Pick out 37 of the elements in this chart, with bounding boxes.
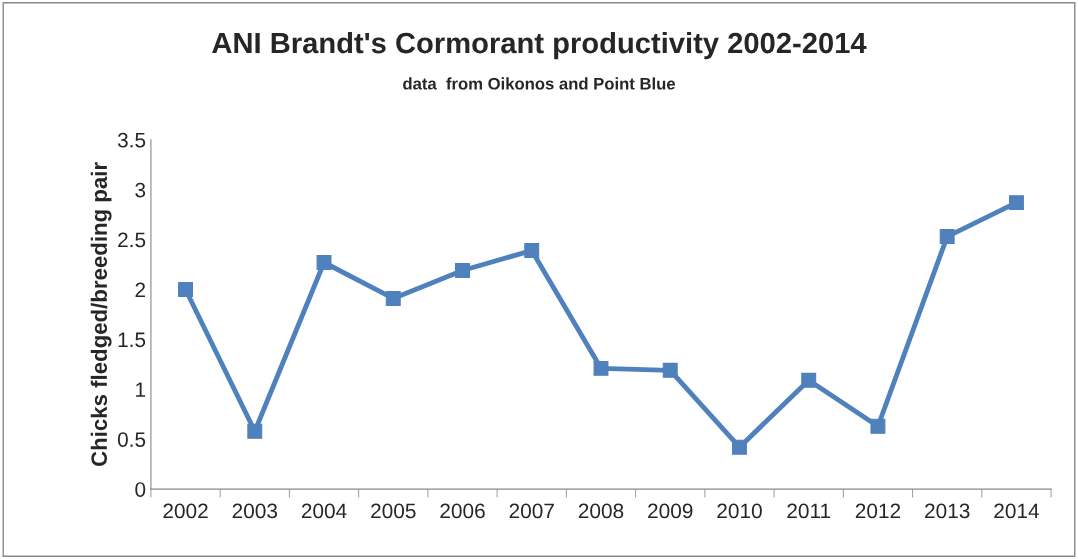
x-tick-label: 2004 (301, 503, 347, 519)
y-tick-label: 0 (135, 482, 146, 497)
x-tick-label: 2005 (371, 503, 416, 519)
point (593, 360, 609, 376)
x-tick-label: 2011 (787, 503, 831, 519)
point (316, 255, 332, 270)
point (1008, 195, 1024, 211)
point (939, 229, 955, 245)
point (524, 243, 540, 259)
y-tick-label: 3.5 (117, 132, 146, 148)
point (870, 418, 886, 434)
x-tick-label: 2007 (509, 503, 554, 519)
y-tick-label: 2.5 (118, 232, 146, 248)
y-tick-label: 1.5 (118, 332, 146, 348)
y-tick-label: 3 (135, 182, 146, 198)
y-tick-label: 0.5 (117, 432, 146, 447)
chart-title: ANI Brandt's Cormorant productivity 2002-2014 (212, 31, 867, 60)
point (247, 423, 263, 439)
x-tick-label: 2010 (717, 503, 762, 519)
point (455, 263, 470, 278)
y-tick-label: 1 (136, 382, 146, 397)
point (801, 372, 817, 388)
point (385, 291, 401, 306)
x-tick-label: 2003 (232, 503, 278, 519)
x-tick-label: 2006 (440, 503, 485, 519)
x-tick-label: 2002 (163, 503, 208, 519)
y-axis-title: Chicks fledged/breeding pair (90, 162, 112, 467)
x-tick-label: 2014 (994, 503, 1039, 519)
chart-subtitle: data from Oikonos and Point Blue (403, 77, 676, 90)
x-tick-label: 2008 (578, 503, 624, 519)
x-tick-label: 2009 (648, 503, 693, 519)
x-tick-label: 2012 (855, 503, 901, 519)
point (178, 282, 193, 297)
x-tick-label: 2013 (925, 503, 970, 519)
point (732, 439, 747, 455)
point (662, 362, 678, 378)
y-tick-label: 2 (135, 282, 146, 298)
